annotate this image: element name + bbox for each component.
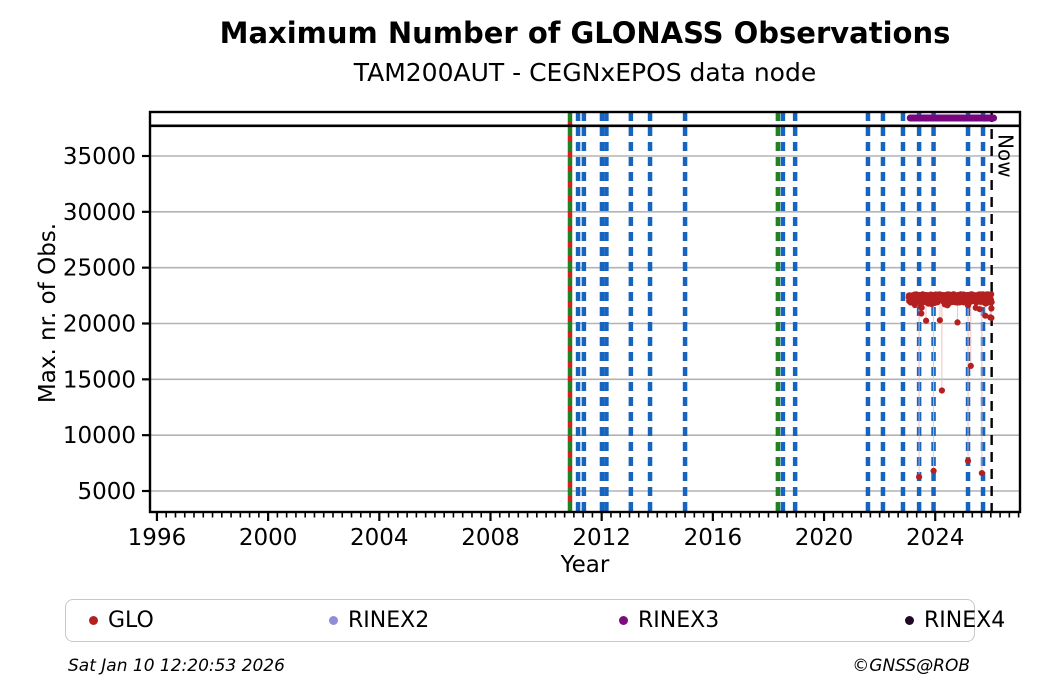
svg-text:10000: 10000: [63, 423, 136, 449]
glo-data-points: [905, 291, 995, 481]
rinex2-series-dot-icon: [329, 616, 338, 625]
svg-text:30000: 30000: [63, 200, 136, 226]
y-axis-ticks: 5000 10000 15000 20000 25000 30000 35000: [63, 144, 150, 505]
plot-frame: [148, 110, 1022, 514]
legend-label-rinex3: RINEX3: [638, 608, 720, 633]
legend-label-rinex2: RINEX2: [348, 608, 430, 633]
svg-text:2024: 2024: [906, 525, 965, 551]
now-label: Now: [994, 134, 1018, 178]
svg-text:2012: 2012: [572, 525, 631, 551]
svg-text:35000: 35000: [63, 144, 136, 170]
plot-timestamp: Sat Jan 10 12:20:53 2026: [68, 656, 285, 676]
svg-text:2000: 2000: [239, 525, 298, 551]
x-axis-tick-labels: 1996 2000 2004 2008 2012 2016 2020 2024: [128, 525, 965, 551]
svg-text:2008: 2008: [461, 525, 520, 551]
svg-text:2016: 2016: [684, 525, 743, 551]
svg-text:1996: 1996: [128, 525, 187, 551]
copyright-text: ©GNSS@ROB: [852, 656, 970, 676]
svg-text:15000: 15000: [63, 367, 136, 393]
legend-item-rinex3: RINEX3: [619, 600, 719, 641]
now-line: Now: [990, 112, 1018, 512]
svg-text:25000: 25000: [63, 256, 136, 282]
svg-text:5000: 5000: [77, 479, 136, 505]
glo-series-dot-icon: [89, 616, 98, 625]
legend-label-glo: GLO: [108, 608, 154, 633]
legend-item-rinex4: RINEX4: [905, 600, 1005, 641]
chart-title: Maximum Number of GLONASS Observations: [219, 16, 951, 50]
legend-item-glo: GLO: [89, 600, 154, 641]
svg-text:2004: 2004: [350, 525, 409, 551]
legend-item-rinex2: RINEX2: [329, 600, 429, 641]
legend-label-rinex4: RINEX4: [924, 608, 1006, 633]
x-axis-label: Year: [560, 552, 610, 578]
chart-legend: GLO RINEX2 RINEX3 RINEX4: [65, 599, 1005, 642]
chart-subtitle: TAM200AUT - CEGNxEPOS data node: [353, 58, 817, 87]
x-axis-ticks: [155, 512, 1020, 521]
rinex3-series-dot-icon: [619, 616, 628, 625]
svg-text:2020: 2020: [795, 525, 854, 551]
svg-text:20000: 20000: [63, 312, 136, 338]
rinex4-series-dot-icon: [905, 616, 914, 625]
